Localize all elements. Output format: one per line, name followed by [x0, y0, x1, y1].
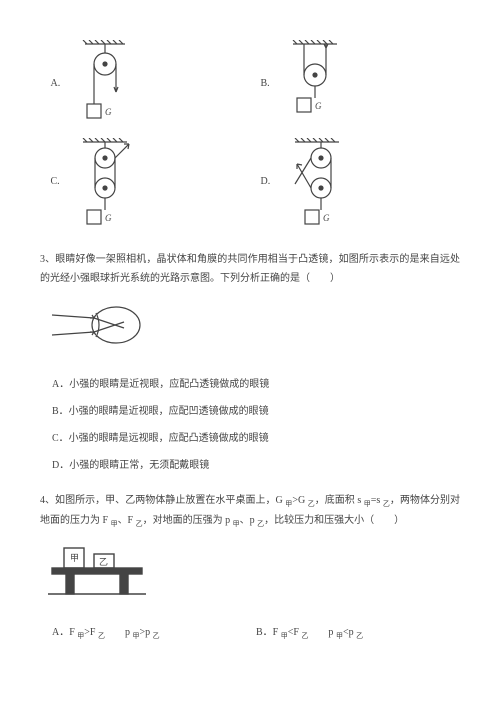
- q3-body: 眼睛好像一架照相机，晶状体和角膜的共同作用相当于凸透镜，如图所示表示的是来自远处…: [40, 254, 460, 284]
- q4-text: 4、如图所示，甲、乙两物体静止放置在水平桌面上，G 甲>G 乙，底面积 s 甲=…: [40, 491, 460, 532]
- weight-label: G: [315, 101, 322, 111]
- q2-option-B: B. G: [261, 40, 450, 126]
- pulley-diagram-B: G: [285, 40, 345, 126]
- q2-option-C: C. G: [51, 138, 240, 234]
- pulley-diagram-D: G: [285, 138, 351, 234]
- table-diagram: 甲 乙: [46, 542, 156, 598]
- q4-option-A: A．F 甲>F 乙 p 甲>p 乙: [52, 623, 256, 643]
- eye-diagram: [48, 300, 158, 350]
- weight-label: G: [323, 213, 330, 223]
- box-label-yi: 乙: [99, 557, 108, 567]
- q3-options: A．小强的眼睛是近视眼，应配凸透镜做成的眼镜 B．小强的眼睛是近视眼，应配凹透镜…: [52, 375, 460, 475]
- weight-label: G: [105, 107, 112, 117]
- q4-option-B: B．F 甲<F 乙 p 甲<p 乙: [256, 623, 460, 643]
- q3-option-D: D．小强的眼睛正常，无须配戴眼镜: [52, 456, 460, 475]
- q4-number: 4、: [40, 495, 55, 506]
- q3-option-B: B．小强的眼睛是近视眼，应配凹透镜做成的眼镜: [52, 402, 460, 421]
- option-label: C.: [51, 172, 69, 191]
- q3-number: 3、: [40, 254, 55, 265]
- q2-option-A: A. G: [51, 40, 240, 126]
- box-label-jia: 甲: [70, 553, 79, 563]
- q4-body: 如图所示，甲、乙两物体静止放置在水平桌面上，G 甲>G 乙，底面积 s 甲=s …: [40, 495, 460, 526]
- option-label: A.: [51, 74, 69, 93]
- option-label: D.: [261, 172, 279, 191]
- q3-text: 3、眼睛好像一架照相机，晶状体和角膜的共同作用相当于凸透镜，如图所示表示的是来自…: [40, 250, 460, 288]
- weight-label: G: [105, 213, 112, 223]
- pulley-diagram-A: G: [75, 40, 135, 126]
- q3-option-A: A．小强的眼睛是近视眼，应配凸透镜做成的眼镜: [52, 375, 460, 394]
- q2-option-D: D. G: [261, 138, 450, 234]
- q3-option-C: C．小强的眼睛是远视眼，应配凸透镜做成的眼镜: [52, 429, 460, 448]
- q2-row2: C. G D.: [40, 138, 460, 234]
- option-label: B.: [261, 74, 279, 93]
- pulley-diagram-C: G: [75, 138, 141, 234]
- q2-row1: A. G B.: [40, 40, 460, 126]
- q4-options: A．F 甲>F 乙 p 甲>p 乙 B．F 甲<F 乙 p 甲<p 乙: [52, 623, 460, 643]
